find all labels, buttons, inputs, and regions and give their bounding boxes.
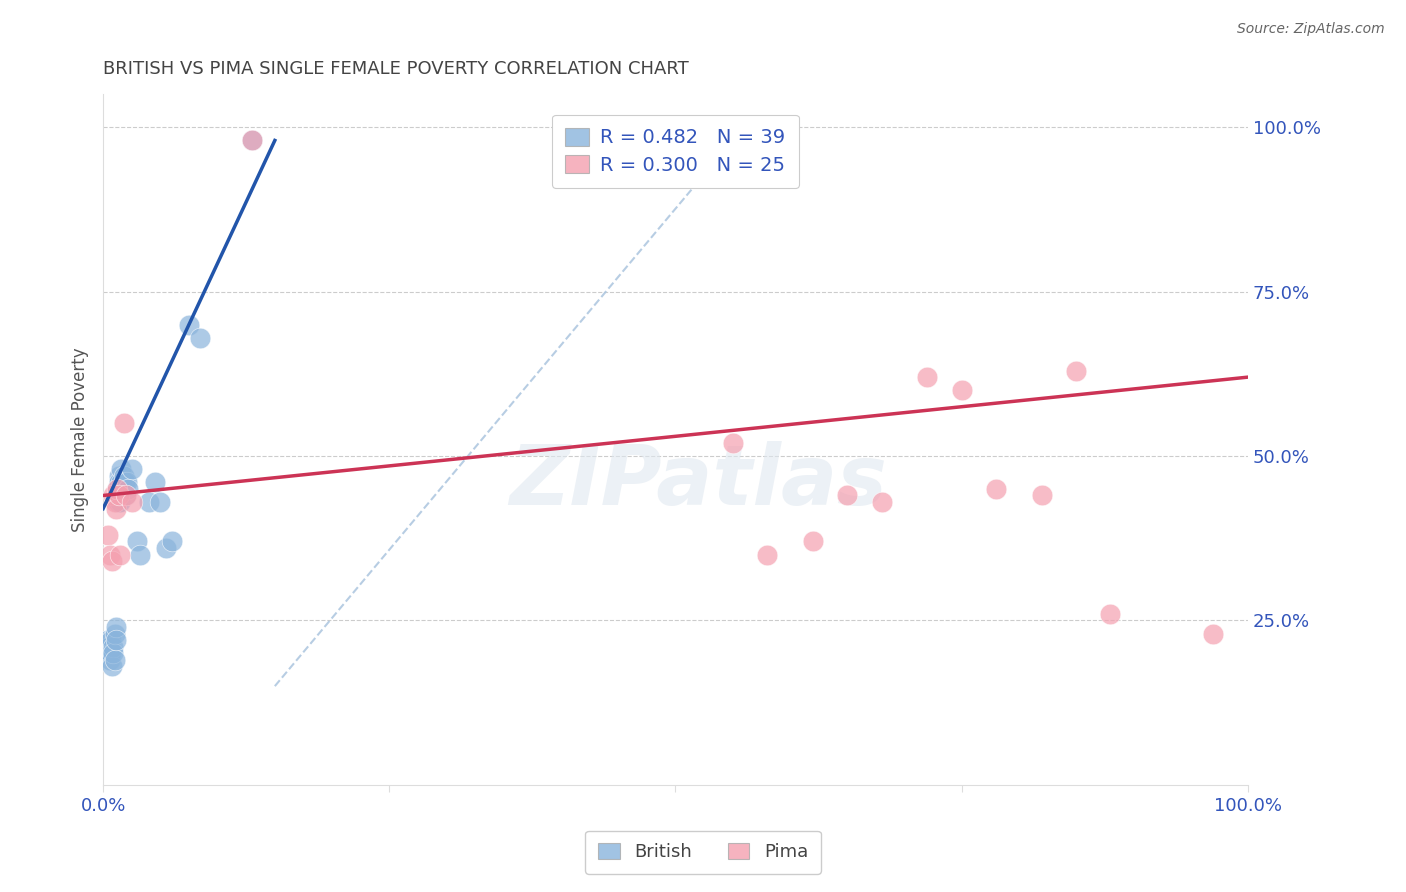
- Point: [103, 495, 125, 509]
- Point: [108, 475, 131, 490]
- Point: [96, 646, 118, 660]
- Text: Source: ZipAtlas.com: Source: ZipAtlas.com: [1237, 22, 1385, 37]
- Point: [801, 534, 824, 549]
- Point: [240, 133, 263, 147]
- Point: [115, 488, 138, 502]
- Point: [100, 646, 122, 660]
- Point: [97, 640, 120, 654]
- Point: [756, 548, 779, 562]
- Point: [917, 370, 939, 384]
- Point: [108, 488, 131, 502]
- Point: [121, 495, 143, 509]
- Point: [104, 633, 127, 648]
- Point: [115, 488, 138, 502]
- Point: [111, 482, 134, 496]
- Point: [103, 646, 125, 660]
- Point: [1031, 488, 1053, 502]
- Point: [105, 482, 128, 496]
- Point: [101, 659, 124, 673]
- Point: [104, 501, 127, 516]
- Text: BRITISH VS PIMA SINGLE FEMALE POVERTY CORRELATION CHART: BRITISH VS PIMA SINGLE FEMALE POVERTY CO…: [103, 60, 689, 78]
- Point: [110, 488, 132, 502]
- Point: [240, 133, 263, 147]
- Point: [870, 495, 893, 509]
- Point: [112, 468, 135, 483]
- Point: [190, 331, 212, 345]
- Point: [117, 482, 139, 496]
- Point: [138, 495, 160, 509]
- Point: [103, 488, 125, 502]
- Point: [177, 318, 200, 332]
- Y-axis label: Single Female Poverty: Single Female Poverty: [72, 347, 89, 532]
- Point: [1202, 626, 1225, 640]
- Point: [143, 475, 166, 490]
- Point: [101, 554, 124, 568]
- Point: [103, 653, 125, 667]
- Legend: R = 0.482   N = 39, R = 0.300   N = 25: R = 0.482 N = 39, R = 0.300 N = 25: [551, 114, 799, 188]
- Text: ZIPatlas: ZIPatlas: [509, 441, 887, 522]
- Point: [103, 626, 125, 640]
- Point: [98, 653, 121, 667]
- Point: [155, 541, 177, 555]
- Point: [108, 468, 131, 483]
- Point: [837, 488, 859, 502]
- Point: [1064, 363, 1087, 377]
- Point: [1099, 607, 1122, 621]
- Legend: British, Pima: British, Pima: [585, 830, 821, 874]
- Point: [114, 475, 136, 490]
- Point: [128, 548, 150, 562]
- Point: [110, 495, 132, 509]
- Point: [160, 534, 183, 549]
- Point: [950, 384, 973, 398]
- Point: [110, 462, 132, 476]
- Point: [97, 528, 120, 542]
- Point: [110, 475, 132, 490]
- Point: [107, 488, 129, 502]
- Point: [121, 462, 143, 476]
- Point: [721, 436, 744, 450]
- Point: [110, 548, 132, 562]
- Point: [115, 475, 138, 490]
- Point: [97, 633, 120, 648]
- Point: [100, 633, 122, 648]
- Point: [127, 534, 149, 549]
- Point: [984, 482, 1007, 496]
- Point: [149, 495, 172, 509]
- Point: [104, 620, 127, 634]
- Point: [107, 495, 129, 509]
- Point: [98, 548, 121, 562]
- Point: [112, 416, 135, 430]
- Point: [103, 640, 125, 654]
- Point: [105, 482, 128, 496]
